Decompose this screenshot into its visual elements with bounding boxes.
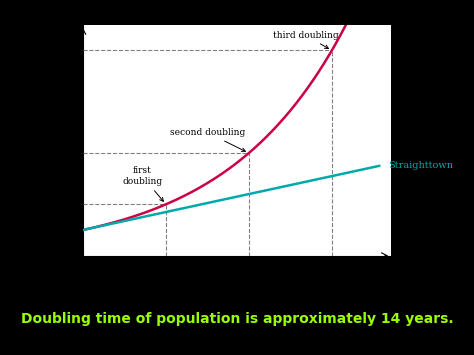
Text: Straighttown: Straighttown xyxy=(388,162,453,170)
Text: third doubling: third doubling xyxy=(273,31,338,49)
Y-axis label: Population: Population xyxy=(27,112,36,168)
X-axis label: Number of years: Number of years xyxy=(193,279,281,288)
Text: first
doubling: first doubling xyxy=(122,166,164,201)
Text: Doubling time of population is approximately 14 years.: Doubling time of population is approxima… xyxy=(21,312,453,327)
Text: second doubling: second doubling xyxy=(170,128,246,151)
